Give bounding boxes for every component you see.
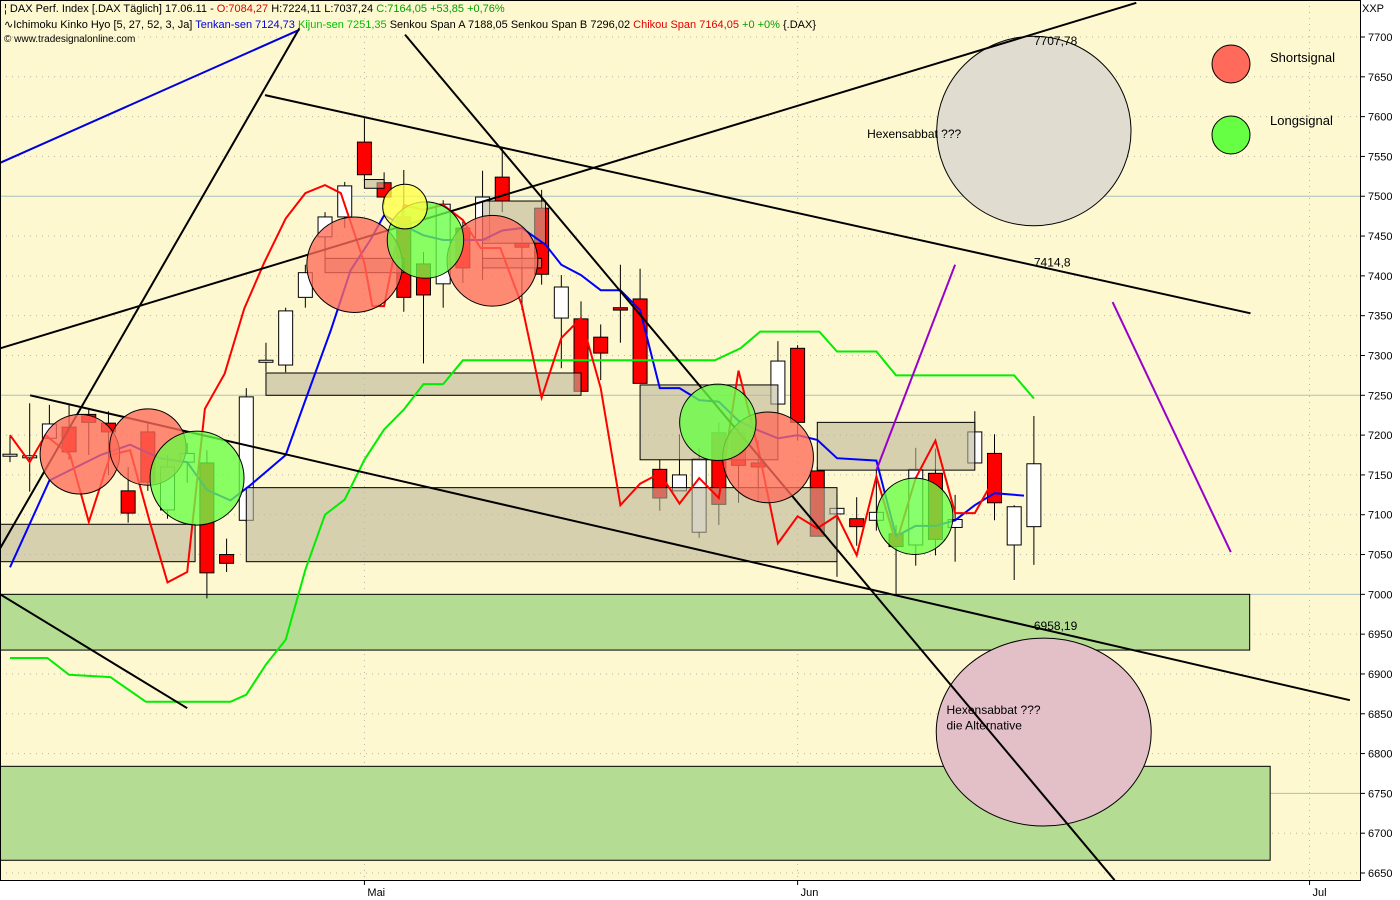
x-tick-label: Jul [1313, 887, 1327, 899]
consolidation-boxes [0, 179, 976, 563]
copyright: © www.tradesignalonline.com [4, 34, 136, 45]
legend-label: Shortsignal [1270, 50, 1335, 65]
trendline [264, 94, 1251, 315]
kijun-value: Kijun-sen 7251,35 [294, 19, 387, 31]
tenkan-value: Tenkan-sen 7124,73 [195, 19, 295, 31]
y-tick-label: 6650 [1368, 868, 1392, 880]
candle-down [356, 141, 372, 176]
legend: Shortsignal Longsignal [1211, 44, 1335, 155]
y-tick-label: 7550 [1368, 151, 1392, 163]
annotation-label: 7707,78 [1034, 34, 1078, 48]
annotation-label: die Alternative [947, 719, 1023, 733]
symbol-suffix: {.DAX} [779, 19, 817, 31]
neutral-signal-circle [382, 183, 428, 230]
long-signal-circle [149, 430, 245, 526]
trendline [0, 28, 300, 164]
consolidation-box [363, 179, 385, 189]
candle-down [790, 347, 806, 423]
y-tick-label: 7350 [1368, 311, 1392, 323]
trendline [29, 394, 1351, 702]
long-signal-circle [876, 477, 954, 556]
close-value: C:7164,05 +53,85 +0,76% [376, 3, 505, 15]
symbol-info: DAX Perf. Index [.DAX Täglich] 17.06.11 … [9, 3, 217, 15]
y-tick-label: 7050 [1368, 550, 1392, 562]
candle-down [612, 307, 628, 311]
y-tick-label: 7250 [1368, 390, 1392, 402]
annotation-label: 6958,19 [1034, 619, 1078, 633]
candle-up [258, 359, 274, 363]
x-tick-label: Jun [801, 887, 819, 899]
indicator-icon: ∿ [4, 19, 14, 31]
y-tick-label: 6800 [1368, 749, 1392, 761]
candle-up [2, 453, 18, 457]
y-tick-label: 7500 [1368, 191, 1392, 203]
projection-line [875, 264, 957, 471]
y-tick-label: 7200 [1368, 430, 1392, 442]
candle-down [219, 554, 235, 564]
short-legend-marker [1211, 44, 1251, 84]
candle-up [553, 286, 569, 319]
y-tick-label: 6950 [1368, 629, 1392, 641]
y-tick-label: 6900 [1368, 669, 1392, 681]
scenario-circle [936, 35, 1132, 227]
signal-circles [39, 183, 954, 556]
candle-up [22, 455, 38, 459]
x-tick-label: Mai [367, 887, 385, 899]
time-axis: Mai Jun Jul [363, 880, 1327, 899]
y-tick-label: 7450 [1368, 231, 1392, 243]
projection-line [1111, 301, 1232, 553]
indicator-info: Ichimoku Kinko Hyo [5, 27, 52, 3, Ja] [13, 19, 196, 31]
indicator-header: ∿Ichimoku Kinko Hyo [5, 27, 52, 3, Ja] T… [4, 18, 816, 31]
senkou-values: Senkou Span A 7188,05 Senkou Span B 7296… [386, 19, 634, 31]
long-signal-circle [679, 383, 757, 462]
kijun-sen-line [10, 330, 1035, 703]
candle-down [120, 490, 136, 514]
candle-up [1026, 463, 1042, 528]
chikou-change: +0 +0% [738, 19, 780, 31]
consolidation-box [816, 421, 976, 471]
annotation-label: Hexensabbat ??? [947, 703, 1041, 717]
plot-border [0, 0, 1361, 881]
open-value: O:7084,27 [216, 3, 269, 15]
y-tick-label: 7300 [1368, 350, 1392, 362]
candle-up [278, 310, 294, 366]
y-tick-label: 7000 [1368, 589, 1392, 601]
trendline [0, 593, 188, 710]
short-signal-circle [39, 413, 121, 495]
y-tick-label: 6750 [1368, 788, 1392, 800]
candle-down [593, 336, 609, 354]
chikou-value: Chikou Span 7164,05 [633, 19, 739, 31]
long-legend-marker [1211, 115, 1251, 155]
candle-down [987, 452, 1002, 504]
candle-up [337, 185, 353, 218]
y-tick-label: 7600 [1368, 112, 1392, 124]
high-value: H:7224,11 [268, 3, 322, 15]
scenario-circle [935, 637, 1152, 827]
candle-down [849, 518, 865, 528]
legend-label: Longsignal [1270, 113, 1333, 128]
y-tick-label: 7100 [1368, 510, 1392, 522]
axis-label: XXP [1362, 3, 1384, 15]
consolidation-box [0, 523, 196, 563]
annotations: 7707,78 7414,8 6958,19 Hexensabbat ??? Hexen… [867, 34, 1077, 733]
price-header: ¦ DAX Perf. Index [.DAX Täglich] 17.06.1… [4, 3, 505, 15]
price-axis: 7700 7650 7600 7550 7500 7450 7400 7350 7300 7250… [1360, 3, 1392, 880]
y-tick-label: 6850 [1368, 709, 1392, 721]
y-tick-label: 7650 [1368, 72, 1392, 84]
annotation-label: 7414,8 [1034, 255, 1071, 269]
candle-icon: ¦ [4, 3, 10, 15]
low-value: L:7037,24 [321, 3, 377, 15]
scenario-circles [935, 35, 1152, 827]
candle-up [1006, 506, 1022, 546]
y-tick-label: 7700 [1368, 32, 1392, 44]
trendline [0, 1, 1137, 350]
annotation-label: Hexensabbat ??? [867, 127, 961, 141]
y-tick-label: 7150 [1368, 470, 1392, 482]
y-tick-label: 6700 [1368, 828, 1392, 840]
y-tick-label: 7400 [1368, 271, 1392, 283]
